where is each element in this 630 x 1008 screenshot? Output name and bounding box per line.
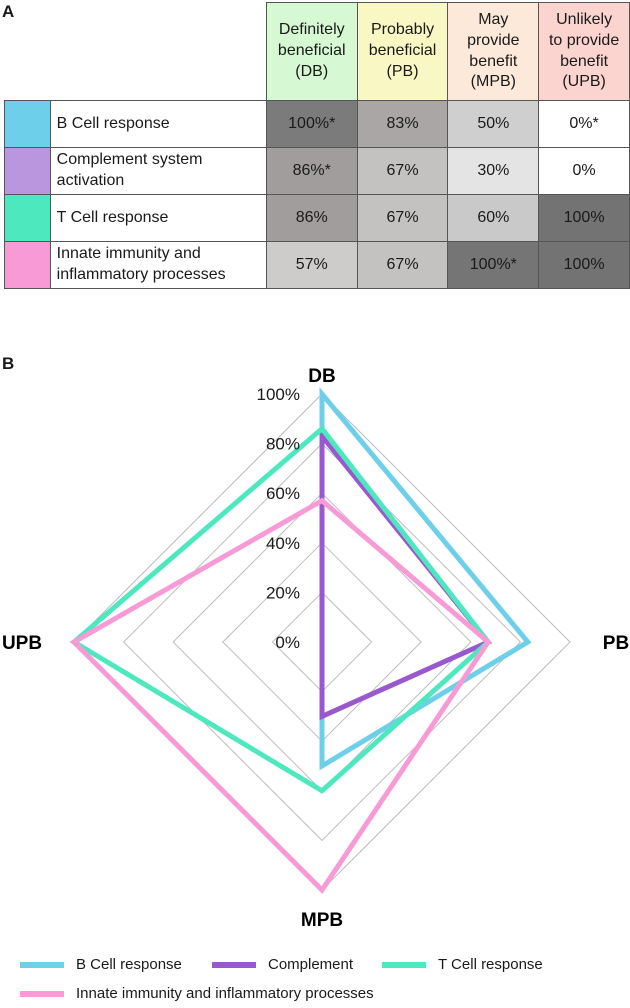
tick-label: 40% <box>266 534 300 553</box>
table-cell: 67% <box>356 194 449 242</box>
table-cell: 50% <box>447 100 540 148</box>
chart-legend: B Cell response Complement T Cell respon… <box>0 950 630 1008</box>
tick-label: 100% <box>257 385 300 404</box>
legend-swatch <box>20 961 64 968</box>
series-line <box>69 497 492 894</box>
benefit-table: Definitely beneficial (DB) Probably bene… <box>4 2 630 289</box>
legend-label: Complement <box>268 956 354 973</box>
table-cell: 67% <box>356 147 449 195</box>
row-label: B Cell response <box>49 100 267 148</box>
row-color-swatch <box>4 147 51 195</box>
row-color-swatch <box>4 100 51 148</box>
table-cell: 60% <box>447 194 540 242</box>
table-cell: 0% <box>538 147 630 195</box>
legend-item-b-cell: B Cell response <box>20 956 182 973</box>
tick-label: 60% <box>266 484 300 503</box>
row-label: T Cell response <box>49 194 267 242</box>
legend-label: B Cell response <box>76 956 182 973</box>
header-pb: Probably beneficial (PB) <box>356 2 449 101</box>
legend-label: Innate immunity and inflammatory process… <box>76 985 374 1002</box>
table-row: Innate immunity and inflammatory process… <box>4 241 630 289</box>
legend-swatch <box>212 961 256 968</box>
row-label: Innate immunity and inflammatory process… <box>49 241 267 289</box>
legend-item-t-cell: T Cell response <box>382 956 543 973</box>
header-db: Definitely beneficial (DB) <box>265 2 358 101</box>
radar-series <box>69 387 532 894</box>
table-row: Complement system activation 86%* 67% 30… <box>4 147 630 195</box>
header-upb: Unlikely to provide benefit (UPB) <box>538 2 630 101</box>
row-color-swatch <box>4 194 51 242</box>
tick-label: 20% <box>266 583 300 602</box>
table-cell: 100% <box>538 241 630 289</box>
tick-label: 80% <box>266 435 300 454</box>
table-cell: 86%* <box>265 147 358 195</box>
table-cell: 100%* <box>447 241 540 289</box>
table-cell: 30% <box>447 147 540 195</box>
panel-b-label: B <box>2 354 15 373</box>
table-row: B Cell response 100%* 83% 50% 0%* <box>4 100 630 148</box>
table-cell: 83% <box>356 100 449 148</box>
legend-label: T Cell response <box>438 956 543 973</box>
axis-label: PB <box>603 633 629 654</box>
radar-labels: 0% 20% 40% 60% 80% 100% DB PB MPB UPB <box>2 366 629 931</box>
header-mpb: May provide benefit (MPB) <box>447 2 540 101</box>
radar-chart: 0% 20% 40% 60% 80% 100% DB PB MPB UPB <box>2 366 629 931</box>
table-cell: 67% <box>356 241 449 289</box>
table-cell: 57% <box>265 241 358 289</box>
table-cell: 0%* <box>538 100 630 148</box>
row-color-swatch <box>4 241 51 289</box>
legend-swatch <box>20 990 64 997</box>
legend-swatch <box>382 961 426 968</box>
legend-item-complement: Complement <box>212 956 353 973</box>
axis-label: UPB <box>2 633 42 654</box>
table-cell: 100%* <box>265 100 358 148</box>
axis-label: MPB <box>301 910 343 931</box>
axis-label: DB <box>308 366 335 387</box>
legend-item-innate: Innate immunity and inflammatory process… <box>20 985 374 1002</box>
row-label: Complement system activation <box>49 147 267 195</box>
table-cell: 86% <box>265 194 358 242</box>
tick-label: 0% <box>275 633 300 652</box>
table-cell: 100% <box>538 194 630 242</box>
table-row: T Cell response 86% 67% 60% 100% <box>4 194 630 242</box>
series-line <box>69 425 492 794</box>
panel-a-label: A <box>2 2 15 21</box>
